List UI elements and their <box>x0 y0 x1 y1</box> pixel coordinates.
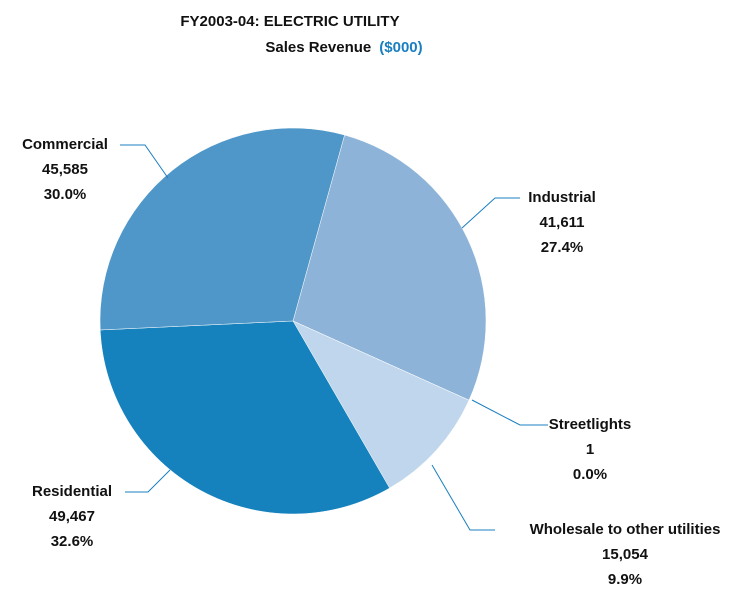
slice-label: Wholesale to other utilities <box>530 521 721 538</box>
leader-line <box>461 197 520 229</box>
pie-slice <box>292 134 487 401</box>
leader-line <box>125 469 171 493</box>
pie-slice <box>292 320 470 489</box>
pie-slice <box>99 127 345 331</box>
leader-line <box>120 144 169 179</box>
slice-percent: 30.0% <box>44 186 87 203</box>
pie-slice <box>99 320 390 515</box>
slice-value: 1 <box>586 441 594 458</box>
slice-label: Streetlights <box>549 416 632 433</box>
subtitle-text: Sales Revenue <box>265 39 371 56</box>
slice-value: 15,054 <box>602 546 649 563</box>
slice-percent: 0.0% <box>573 466 607 483</box>
slice-percent: 27.4% <box>541 239 584 256</box>
slice-value: 49,467 <box>49 508 95 525</box>
slice-value: 41,611 <box>539 214 584 231</box>
unit-text: ($000) <box>379 39 422 56</box>
slice-percent: 9.9% <box>608 571 642 588</box>
slice-percent: 32.6% <box>51 533 94 550</box>
chart-title: FY2003-04: ELECTRIC UTILITY <box>180 13 399 30</box>
slice-label: Commercial <box>22 136 108 153</box>
slice-label: Industrial <box>528 189 596 206</box>
slice-label: Residential <box>32 483 112 500</box>
chart-subtitle: Sales Revenue ($000) <box>265 39 422 56</box>
leader-line <box>431 464 495 531</box>
slice-value: 45,585 <box>42 161 88 178</box>
leader-line <box>471 399 548 426</box>
